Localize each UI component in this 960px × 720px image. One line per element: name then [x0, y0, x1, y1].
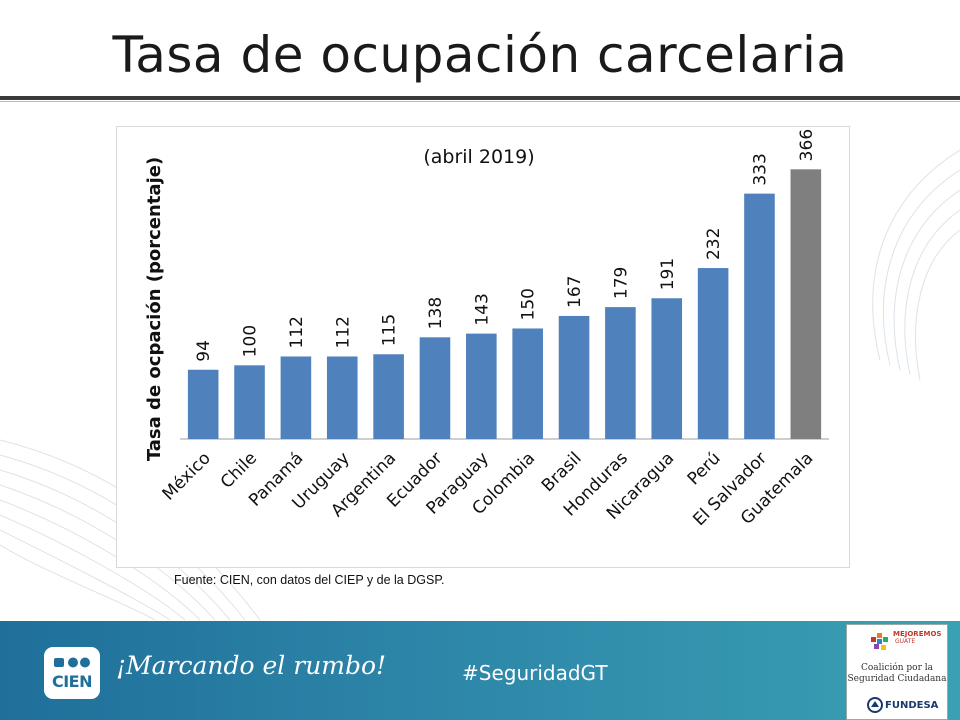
bar-peru	[697, 268, 729, 439]
value-label-honduras: 179	[611, 267, 631, 299]
partner-logo-box: MEJOREMOS GUATE Coalición por la Segurid…	[846, 624, 948, 720]
fundesa-name: FUNDESA	[885, 700, 939, 711]
bar-colombia	[512, 328, 543, 439]
partner-brand-subname: GUATE	[895, 638, 916, 645]
bar-honduras	[605, 307, 636, 439]
bar-nicaragua	[651, 298, 683, 439]
chart-container: (abril 2019) Tasa de ocpación (porcentaj…	[116, 126, 850, 568]
cien-logo-text: CIEN	[51, 672, 93, 691]
value-label-peru: 232	[704, 228, 724, 260]
mejoremos-guate-icon	[871, 633, 888, 650]
value-label-ecuador: 138	[426, 297, 446, 329]
hashtag: #SeguridadGT	[462, 661, 608, 685]
value-label-brasil: 167	[565, 275, 585, 307]
coalition-line-2: Seguridad Ciudadana	[847, 674, 947, 684]
bar-uruguay	[326, 356, 358, 439]
bar-mexico	[187, 369, 219, 439]
slogan: ¡Marcando el rumbo!	[116, 651, 387, 680]
source-note: Fuente: CIEN, con datos del CIEP y de la…	[174, 573, 445, 587]
bar-ecuador	[419, 337, 451, 439]
bar-chart: (abril 2019) Tasa de ocpación (porcentaj…	[144, 129, 829, 530]
bar-el-salvador	[744, 193, 775, 439]
category-labels-group: México ChilePanamáUruguayArgentinaEcuador…	[159, 448, 818, 530]
cien-logo: CIEN	[44, 647, 100, 699]
coalition-line-1: Coalición por la	[860, 663, 933, 673]
bar-argentina	[373, 354, 404, 439]
bar-brasil	[558, 315, 590, 439]
y-axis-label: Tasa de ocpación (porcentaje)	[144, 157, 165, 461]
cien-logo-mark-icon	[54, 657, 90, 668]
bar-panama	[280, 356, 312, 439]
category-label-mexico: México	[159, 448, 215, 504]
value-label-guatemala: 366	[797, 129, 817, 161]
value-label-mexico: 94	[194, 340, 214, 362]
bar-guatemala	[790, 169, 822, 439]
chart-subtitle: (abril 2019)	[423, 146, 534, 168]
bars-group	[187, 169, 822, 439]
bar-paraguay	[466, 333, 497, 439]
slide-title: Tasa de ocupación carcelaria	[112, 26, 848, 84]
coalition-name: Coalición por la Seguridad Ciudadana	[847, 663, 947, 685]
value-label-chile: 100	[241, 325, 261, 357]
bar-chile	[234, 365, 265, 439]
value-label-colombia: 150	[519, 288, 539, 320]
fundesa-logo-icon	[867, 697, 883, 713]
value-label-el-salvador: 333	[750, 153, 770, 185]
value-label-argentina: 115	[380, 314, 400, 346]
value-labels-group: 94 100 112 112 115 138 143 150 167 179 191 232 333 36…	[194, 129, 817, 362]
title-divider	[0, 96, 960, 100]
title-divider-thin	[0, 101, 960, 102]
partner-brand-name: MEJOREMOS	[893, 630, 942, 638]
value-label-panama: 112	[287, 316, 307, 348]
value-label-paraguay: 143	[472, 293, 492, 325]
footer-banner: CIEN ¡Marcando el rumbo! #SeguridadGT ME…	[0, 621, 960, 720]
value-label-nicaragua: 191	[658, 258, 678, 290]
category-label-peru: Perú	[684, 448, 725, 489]
value-label-uruguay: 112	[333, 316, 353, 348]
